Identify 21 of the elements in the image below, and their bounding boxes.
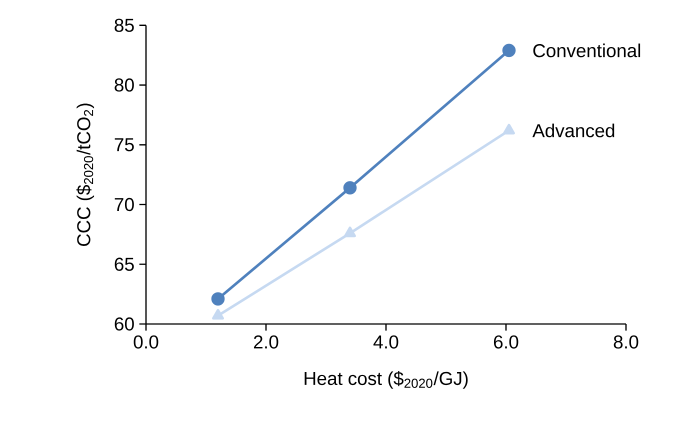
y-tick-label: 75 [114, 138, 134, 152]
point [211, 292, 225, 306]
y-tick-label: 60 [114, 317, 134, 331]
x-tick-label: 4.0 [373, 335, 398, 349]
point [212, 308, 224, 320]
series-label: Conventional [533, 44, 640, 58]
y-tick-label: 65 [114, 258, 134, 271]
x-tick-label: 6.0 [494, 335, 518, 349]
point [344, 226, 356, 238]
point [503, 124, 515, 134]
x-tick-label: 0.0 [134, 335, 158, 349]
y-tick-label: 80 [114, 78, 134, 92]
point [343, 181, 357, 194]
y-tick-label: 70 [114, 198, 134, 212]
y-axis-title: CCC ($$_{2020}$/tCO$_{2}$) [76, 104, 94, 246]
series-label: Advanced [532, 124, 614, 138]
point [502, 44, 516, 58]
x-axis-title: Heat cost ($$_{2020}$/GJ) [304, 371, 468, 389]
x-tick-label: 2.0 [254, 335, 278, 349]
y-tick-label: 85 [114, 18, 134, 32]
x-tick-label: 8.0 [614, 335, 638, 349]
